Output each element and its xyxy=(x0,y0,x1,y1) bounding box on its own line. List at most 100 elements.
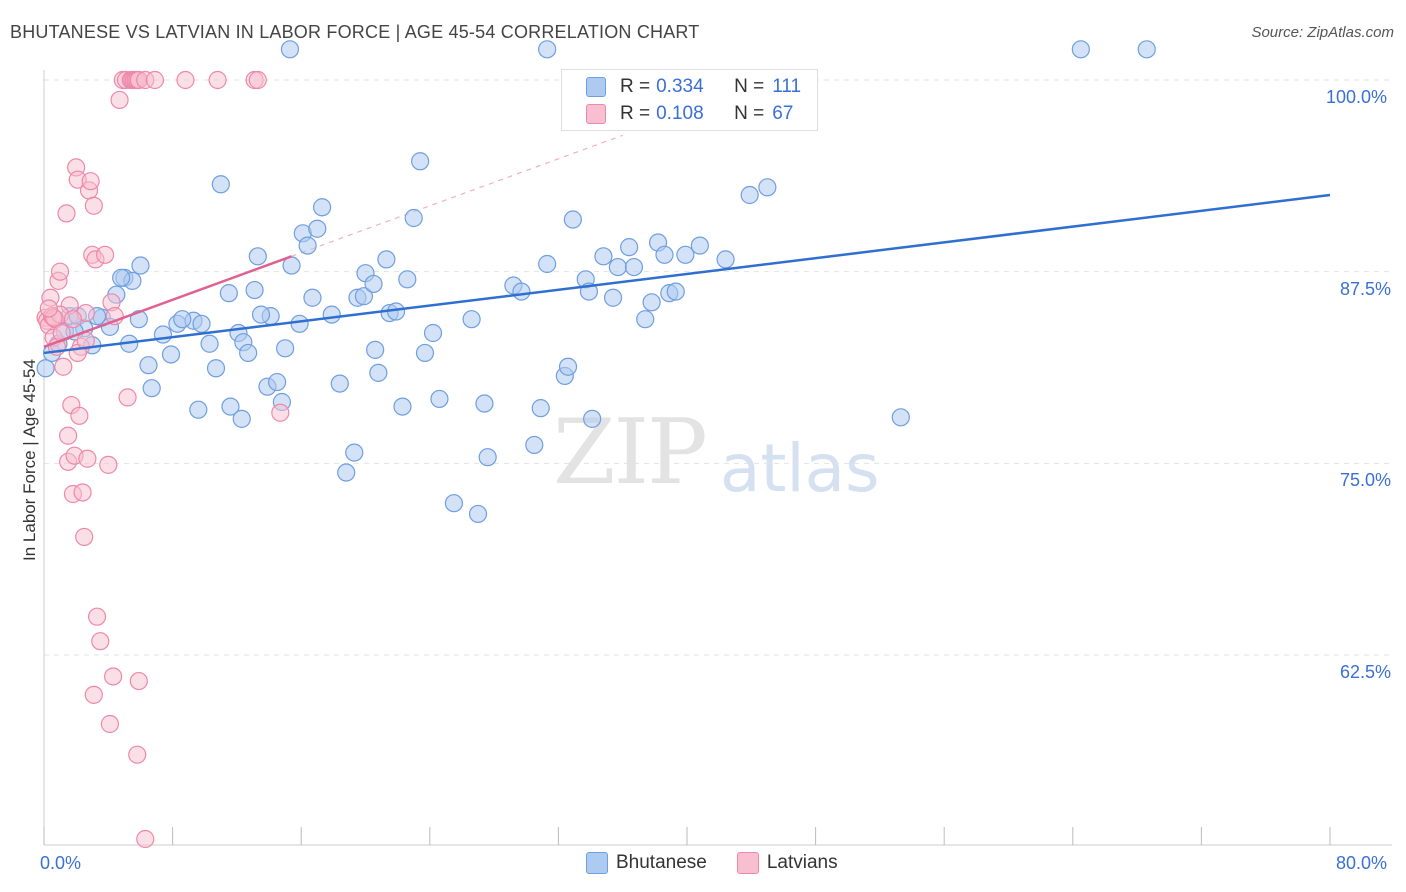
bhutanese-point-89 xyxy=(690,236,709,255)
r-label: R = xyxy=(620,76,651,97)
bhutanese-point-94 xyxy=(173,310,192,329)
x-tick-label-min: 0.0% xyxy=(40,853,82,873)
bhutanese-point-81 xyxy=(624,257,644,277)
bhutanese-point-87 xyxy=(666,282,685,301)
bhutanese-point-26 xyxy=(239,343,258,363)
bhutanese-point-102 xyxy=(232,409,251,428)
bhutanese-point-39 xyxy=(303,288,322,307)
bhutanese-point-0 xyxy=(36,359,55,378)
bhutanese-point-85 xyxy=(655,245,674,264)
latvians-point-53 xyxy=(84,685,103,704)
latvians-point-21 xyxy=(70,406,89,425)
latvians-point-12 xyxy=(57,204,76,223)
bhutanese-point-20 xyxy=(189,400,208,419)
latvians-point-35 xyxy=(99,455,118,474)
watermark-zip: ZIP xyxy=(553,400,708,505)
source-label: Source: ZipAtlas.com xyxy=(1251,24,1394,41)
bhutanese-point-42 xyxy=(330,374,349,393)
latvians-point-57 xyxy=(128,745,147,764)
y-tick-label-87-5: 87.5% xyxy=(1340,279,1392,299)
bhutanese-point-54 xyxy=(393,397,412,416)
latvians-point-30 xyxy=(84,196,103,215)
latvians-point-13 xyxy=(59,426,78,445)
series-legend: Bhutanese Latvians xyxy=(586,852,868,874)
bhutanese-point-70 xyxy=(538,254,557,274)
latvians-point-26 xyxy=(78,449,97,468)
bhutanese-point-65 xyxy=(478,448,497,467)
bhutanese-point-44 xyxy=(345,443,364,462)
bhutanese-point-21 xyxy=(206,359,226,378)
n-value: 111 xyxy=(772,76,802,97)
latvians-point-56 xyxy=(129,671,148,691)
bhutanese-point-92 xyxy=(758,178,777,197)
bhutanese-point-62 xyxy=(468,504,488,524)
bhutanese-point-51 xyxy=(377,250,396,269)
bhutanese-point-106 xyxy=(251,305,271,324)
bhutanese-point-48 xyxy=(364,274,383,294)
latvians-trend-extension xyxy=(291,134,623,257)
legend-label-latvians: Latvians xyxy=(766,852,838,873)
r-value: 0.108 xyxy=(656,103,704,124)
pink-swatch xyxy=(736,852,759,874)
legend-item-bhutanese: Bhutanese xyxy=(586,852,707,874)
latvians-point-23 xyxy=(73,483,92,502)
bhutanese-point-99 xyxy=(1137,40,1156,59)
bhutanese-point-38 xyxy=(308,219,327,238)
bhutanese-point-23 xyxy=(219,284,238,303)
latvians-trend-line xyxy=(43,255,292,348)
bhutanese-point-15 xyxy=(139,356,158,375)
bhutanese-point-57 xyxy=(411,152,430,171)
bhutanese-point-73 xyxy=(563,210,582,229)
latvians-point-24 xyxy=(75,527,94,547)
blue-swatch xyxy=(586,77,606,97)
latvians-point-52 xyxy=(248,70,267,90)
bhutanese-point-90 xyxy=(716,250,735,269)
latvians-point-59 xyxy=(271,403,290,422)
bhutanese-point-88 xyxy=(676,245,695,264)
latvians-point-33 xyxy=(91,632,110,651)
bhutanese-point-96 xyxy=(280,40,300,59)
bhutanese-point-72 xyxy=(558,357,578,376)
latvians-point-60 xyxy=(118,388,137,407)
chart-title: BHUTANESE VS LATVIAN IN LABOR FORCE | AG… xyxy=(10,22,700,42)
y-tick-label-62-5: 62.5% xyxy=(1340,662,1392,682)
bhutanese-point-60 xyxy=(430,389,449,409)
bhutanese-point-64 xyxy=(475,394,494,413)
r-label: R = xyxy=(620,103,651,124)
n-label: N = xyxy=(734,76,765,97)
bhutanese-point-76 xyxy=(583,409,602,428)
bhutanese-point-59 xyxy=(423,323,443,343)
latvians-point-28 xyxy=(81,172,100,191)
bhutanese-point-35 xyxy=(290,314,309,333)
latvians-point-50 xyxy=(208,70,227,90)
latvians-point-63 xyxy=(39,299,58,318)
bhutanese-point-50 xyxy=(369,363,388,382)
bhutanese-point-100 xyxy=(192,314,211,333)
bhutanese-trend-line xyxy=(43,193,1331,355)
watermark-atlas: atlas xyxy=(720,430,880,507)
bhutanese-point-82 xyxy=(636,310,655,329)
bhutanese-point-93 xyxy=(891,408,910,427)
bhutanese-point-58 xyxy=(415,343,435,363)
bhutanese-point-95 xyxy=(200,334,219,353)
bhutanese-point-78 xyxy=(603,288,623,307)
latvians-point-55 xyxy=(104,667,123,686)
x-tick-label-max: 80.0% xyxy=(1336,853,1388,873)
latvians-point-49 xyxy=(176,70,195,90)
y-tick-label-75: 75.0% xyxy=(1340,470,1392,490)
bhutanese-point-77 xyxy=(594,247,613,266)
bhutanese-point-67 xyxy=(512,282,531,301)
bhutanese-point-46 xyxy=(354,287,373,306)
bhutanese-point-37 xyxy=(298,236,317,255)
latvians-point-9 xyxy=(50,262,70,281)
latvians-point-32 xyxy=(87,607,107,626)
bhutanese-point-104 xyxy=(112,268,131,287)
bhutanese-point-40 xyxy=(312,198,332,217)
bhutanese-point-61 xyxy=(444,494,464,513)
bhutanese-point-105 xyxy=(142,379,161,398)
bhutanese-point-32 xyxy=(276,339,295,358)
bhutanese-point-98 xyxy=(1071,40,1090,59)
bhutanese-point-68 xyxy=(525,435,544,455)
latvians-point-38 xyxy=(110,90,129,110)
